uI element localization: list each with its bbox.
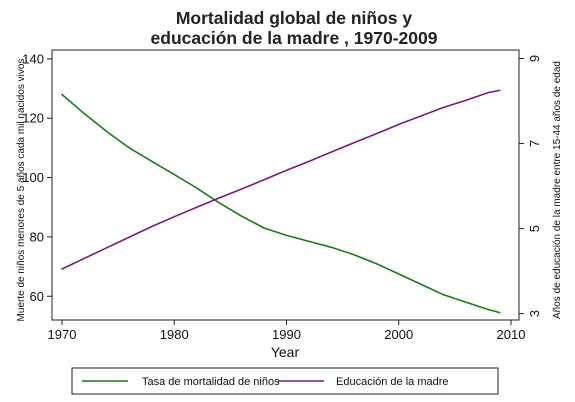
y-left-tick-label: 60 — [30, 289, 44, 304]
y-right-tick-label: 3 — [527, 310, 542, 317]
x-tick-label: 2010 — [497, 327, 526, 342]
y-axis-right-ticks: 3 5 7 9 — [519, 55, 542, 317]
y-left-tick-label: 80 — [30, 229, 44, 244]
y-left-tick-label: 100 — [22, 170, 44, 185]
y-axis-right-label: Años de educación de la madre entre 15-4… — [552, 61, 563, 319]
y-right-tick-label: 5 — [527, 225, 542, 232]
series-line-education — [61, 89, 501, 270]
y-left-tick-label: 140 — [22, 51, 44, 66]
x-tick-label: 1980 — [160, 327, 189, 342]
y-right-tick-label: 7 — [527, 140, 542, 147]
x-tick-label: 1970 — [48, 327, 77, 342]
chart-title-line-1: Mortalidad global de niños y — [176, 8, 413, 28]
plot-area — [51, 49, 520, 321]
x-axis-ticks: 1970 1980 1990 2000 2010 — [48, 320, 526, 342]
series-line-mortality — [61, 93, 501, 314]
y-axis-left-label: Muerte de niños menores de 5 años cada m… — [16, 59, 27, 322]
y-axis-left-ticks: 60 80 100 120 140 — [22, 51, 52, 304]
chart-title-line-2: educación de la madre , 1970-2009 — [151, 28, 438, 48]
series-lines — [61, 89, 501, 314]
y-right-tick-label: 9 — [527, 55, 542, 62]
legend-label-education: Educación de la madre — [336, 376, 449, 388]
y-left-tick-label: 120 — [22, 111, 44, 126]
x-axis-label: Year — [271, 344, 300, 360]
legend-label-mortality: Tasa de mortalidad de niños — [142, 376, 280, 388]
x-tick-label: 2000 — [384, 327, 413, 342]
x-tick-label: 1990 — [272, 327, 301, 342]
